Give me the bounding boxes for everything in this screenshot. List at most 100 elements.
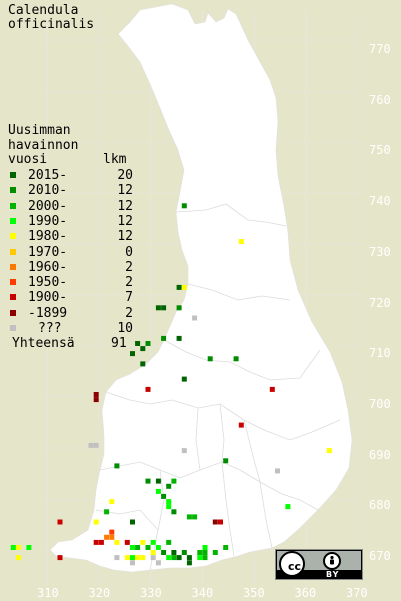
observation-marker [166, 504, 172, 510]
observation-marker [26, 545, 32, 550]
cc-logo-icon: cc [279, 551, 305, 577]
observation-marker [223, 458, 229, 464]
observation-marker [161, 550, 167, 555]
y-tick-label: 750 [369, 143, 391, 158]
observation-marker [140, 539, 146, 545]
observation-marker [145, 545, 151, 550]
legend-header-line2: havainnon [8, 138, 79, 153]
legend-year-label: 2015- [28, 168, 68, 183]
x-tick-label: 330 [140, 586, 162, 600]
observation-marker [155, 560, 161, 566]
observation-marker [135, 555, 141, 561]
legend-swatch [10, 172, 16, 178]
observation-marker [161, 305, 167, 311]
legend-swatch [10, 325, 16, 331]
observation-marker [109, 534, 115, 540]
person-icon [330, 555, 334, 565]
y-tick-label: 720 [369, 295, 391, 310]
legend-row: 1980- 12 [8, 229, 133, 244]
observation-marker [93, 392, 99, 397]
x-tick-label: 340 [191, 586, 214, 600]
legend-count: 2 [125, 275, 133, 291]
observation-marker [93, 539, 99, 545]
observation-marker [10, 545, 16, 550]
legend-count: 0 [125, 244, 133, 260]
observation-marker [93, 442, 99, 448]
observation-marker [130, 351, 135, 357]
observation-marker [155, 305, 161, 311]
x-tick-label: 320 [88, 586, 111, 600]
observation-marker [197, 555, 203, 561]
legend-swatch [10, 309, 16, 316]
observation-marker [202, 555, 208, 561]
legend-count: 2 [125, 305, 133, 321]
observation-marker [109, 499, 115, 505]
legend-row: 1950- 2 [8, 275, 133, 290]
observation-marker [269, 386, 275, 392]
observation-marker [135, 341, 141, 346]
observation-marker [155, 478, 161, 484]
observation-marker [150, 539, 156, 545]
legend-row: 1960- 2 [8, 260, 133, 275]
observation-marker [130, 545, 135, 550]
legend-year-label: 2000- [28, 198, 68, 214]
y-tick-label: 680 [369, 498, 391, 513]
observation-marker [135, 545, 141, 550]
y-tick-label: 670 [369, 549, 391, 563]
region-borders [95, 203, 341, 571]
legend-total-label: Yhteensä [12, 336, 75, 351]
species-title-epithet: officinalis [8, 17, 95, 32]
legend-row: 2015- 20 [8, 168, 133, 183]
observation-marker [161, 493, 167, 499]
observation-marker [212, 550, 218, 555]
observation-marker [88, 442, 94, 448]
legend-count: 20 [117, 168, 133, 183]
legend-header-line1: Uusimman [8, 123, 71, 138]
observation-marker [326, 448, 332, 454]
observation-marker [181, 203, 187, 209]
observation-marker [181, 448, 187, 454]
observation-marker [130, 519, 135, 525]
cc-by-license-badge[interactable]: cc BY [275, 549, 363, 580]
observation-marker [124, 555, 130, 561]
observation-marker [98, 539, 104, 545]
legend-year-label: -1899 [28, 305, 68, 321]
observation-marker [176, 555, 182, 561]
legend-year-label: 1960- [28, 259, 68, 275]
observation-marker [202, 550, 208, 555]
observation-marker [181, 376, 187, 382]
observation-marker [192, 514, 198, 520]
observation-marker [171, 478, 177, 484]
y-tick-label: 740 [369, 194, 391, 209]
observation-marker [171, 555, 177, 561]
observation-marker [150, 555, 156, 561]
observation-marker [212, 519, 218, 525]
observation-marker [104, 534, 110, 540]
observation-marker [166, 499, 172, 505]
observation-marker [124, 539, 130, 545]
legend-year-label: 2010- [28, 183, 68, 199]
x-tick-label: 370 [346, 586, 368, 600]
observation-marker [223, 545, 229, 550]
observation-marker [207, 356, 213, 362]
observation-marker [93, 519, 99, 525]
legend-year-label: ??? [38, 321, 62, 336]
legend-row: 1970- 0 [8, 245, 133, 260]
observation-marker [155, 545, 161, 550]
finland-land-shape [49, 3, 353, 573]
legend-col-count: lkm [103, 152, 127, 167]
legend-total-count: 91 [111, 336, 127, 351]
legend-swatch [10, 294, 16, 301]
legend-year-label: 1980- [28, 229, 68, 245]
observation-marker [57, 555, 63, 561]
observation-marker [233, 356, 239, 362]
y-tick-label: 770 [369, 42, 391, 56]
observation-marker [155, 488, 161, 494]
observation-marker [176, 305, 182, 311]
observation-marker [181, 550, 187, 555]
observation-marker [166, 539, 172, 545]
observation-marker [109, 529, 115, 535]
observation-marker [145, 386, 151, 392]
